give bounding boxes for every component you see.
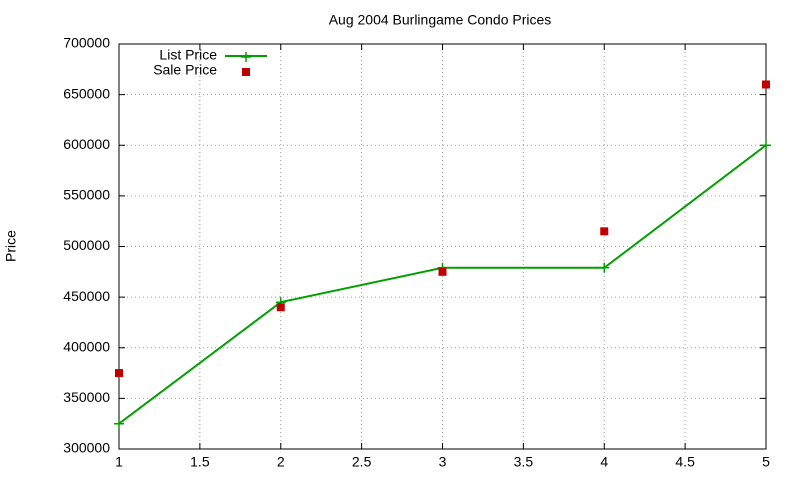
y-axis-label: Price — [3, 230, 19, 262]
x-tick-label: 1.5 — [190, 454, 210, 470]
y-tick-label: 650000 — [63, 85, 110, 101]
y-tick-label: 600000 — [63, 136, 110, 152]
point — [438, 267, 447, 276]
x-tick-label: 3.5 — [514, 454, 534, 470]
y-tick-label: 700000 — [63, 35, 110, 51]
x-tick-label: 1 — [115, 454, 123, 470]
point — [762, 80, 770, 89]
y-tick-label: 400000 — [63, 338, 110, 354]
x-tick-label: 2 — [277, 454, 285, 470]
chart-title: Aug 2004 Burlingame Condo Prices — [329, 12, 552, 28]
x-tick-label: 4.5 — [675, 454, 695, 470]
x-tick-label: 2.5 — [352, 454, 372, 470]
x-tick-label: 3 — [439, 454, 447, 470]
legend-marker — [241, 52, 251, 62]
point — [761, 140, 771, 151]
point — [600, 227, 609, 236]
point — [599, 262, 610, 273]
legend-label: Sale Price — [153, 62, 217, 78]
x-tick-label: 4 — [600, 454, 608, 470]
y-tick-label: 500000 — [63, 237, 110, 253]
x-tick-label: 5 — [762, 454, 770, 470]
y-tick-label: 350000 — [63, 389, 110, 405]
point — [115, 369, 123, 378]
y-tick-label: 550000 — [63, 187, 110, 203]
point — [114, 418, 124, 429]
y-tick-label: 300000 — [63, 440, 110, 456]
plot-border — [118, 43, 767, 450]
point — [276, 303, 285, 312]
legend-label: List Price — [159, 47, 217, 63]
legend-marker — [242, 68, 250, 76]
y-tick-label: 450000 — [63, 288, 110, 304]
